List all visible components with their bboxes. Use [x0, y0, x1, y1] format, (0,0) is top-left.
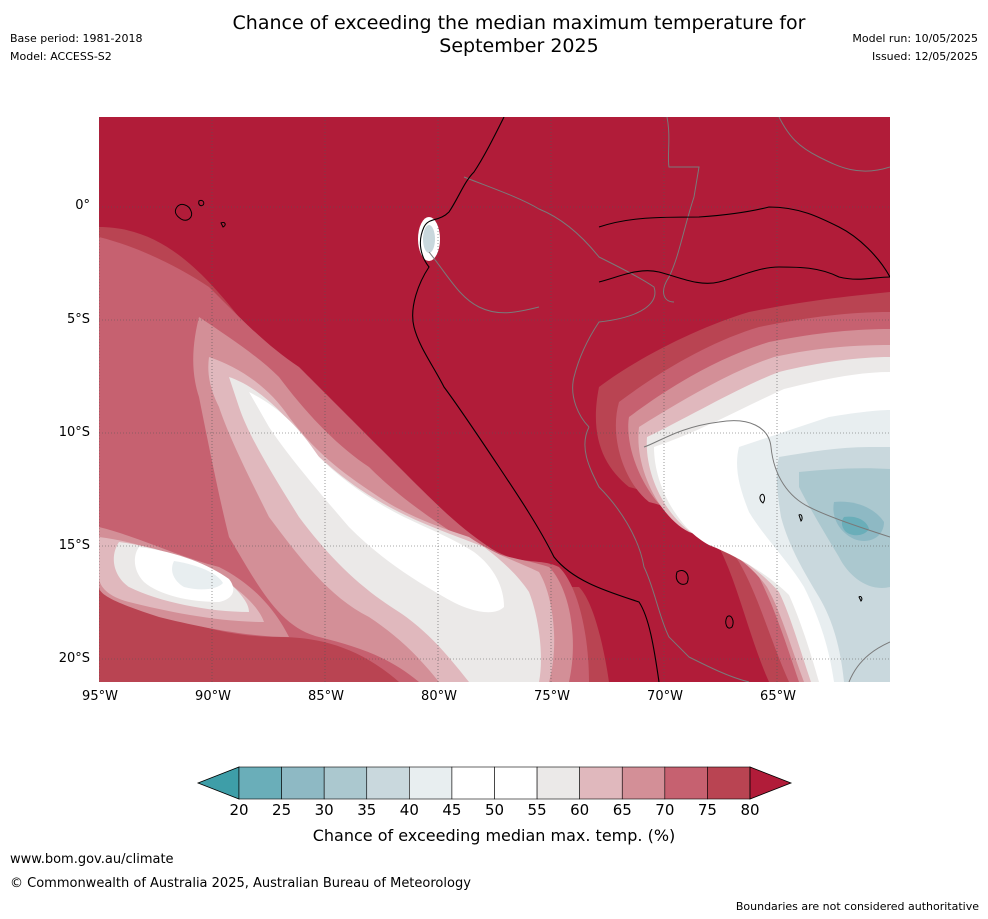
footer-copyright: © Commonwealth of Australia 2025, Austra…: [10, 876, 471, 891]
lat-label-0: 0°: [75, 198, 90, 213]
base-period-text: Base period: 1981-2018: [10, 32, 143, 45]
title-line-1: Chance of exceeding the median maximum t…: [232, 12, 806, 34]
colorbar-cell: [323, 766, 368, 800]
lon-label-95w: 95°W: [82, 689, 118, 704]
country-borders: [428, 117, 890, 682]
colorbar-tick-label: 60: [570, 801, 590, 819]
colorbar-label: Chance of exceeding median max. temp. (%…: [312, 826, 676, 845]
title-line-2: September 2025: [439, 35, 599, 57]
map-title: Chance of exceeding the median maximum t…: [160, 12, 878, 58]
colorbar-tick-label: 35: [357, 801, 377, 819]
colorbar-cell: [409, 766, 453, 800]
lon-label-80w: 80°W: [421, 689, 457, 704]
coastal-spot-ecuador-inner: [423, 225, 435, 253]
header-meta-right: Model run: 10/05/2025 Issued: 12/05/2025: [852, 30, 978, 66]
lat-label-5s: 5°S: [66, 312, 90, 327]
colorbar-tick-label: 55: [527, 801, 547, 819]
header-meta-left: Base period: 1981-2018 Model: ACCESS-S2: [10, 30, 142, 66]
footer-disclaimer: Boundaries are not considered authoritat…: [735, 900, 979, 913]
colorbar-cells: [238, 766, 751, 800]
colorbar-cell: [621, 766, 666, 800]
colorbar-tick-label: 70: [655, 801, 675, 819]
model-text: Model: ACCESS-S2: [10, 50, 112, 63]
lat-label-10s: 10°S: [58, 425, 90, 440]
colorbar-tick-label: 80: [740, 801, 760, 819]
colorbar-high-arrow: [749, 766, 793, 800]
model-run-text: Model run: 10/05/2025: [852, 32, 978, 45]
lon-label-70w: 70°W: [647, 689, 683, 704]
colorbar-tick-label: 75: [697, 801, 717, 819]
forecast-map: [99, 117, 890, 682]
colorbar-cell: [536, 766, 580, 800]
colorbar-cell: [664, 766, 708, 800]
colorbar-cell: [579, 766, 623, 800]
colorbar-tick-label: 50: [484, 801, 505, 819]
footer-url[interactable]: www.bom.gov.au/climate: [10, 852, 174, 867]
colorbar-cell: [238, 766, 282, 800]
lon-label-85w: 85°W: [308, 689, 344, 704]
gridlines: [99, 117, 890, 682]
issued-text: Issued: 12/05/2025: [871, 50, 978, 63]
colorbar-cell: [451, 766, 495, 800]
colorbar-cell: [281, 766, 325, 800]
colorbar-tick-label: 30: [314, 801, 334, 819]
islands-and-lakes: [174, 200, 863, 629]
colorbar: [196, 766, 793, 800]
contour-45-west: [172, 561, 223, 590]
colorbar-low-arrow: [196, 766, 240, 800]
lat-label-20s: 20°S: [58, 651, 90, 666]
lon-label-75w: 75°W: [534, 689, 570, 704]
colorbar-tick-label: 45: [442, 801, 462, 819]
contour-50-west: [134, 392, 504, 613]
lon-label-90w: 90°W: [195, 689, 231, 704]
lon-label-65w: 65°W: [760, 689, 796, 704]
colorbar-tick-label: 65: [612, 801, 632, 819]
colorbar-tick-label: 20: [229, 801, 249, 819]
colorbar-cell: [494, 766, 538, 800]
colorbar-cell: [366, 766, 410, 800]
map-canvas: [99, 117, 890, 682]
coastline: [412, 117, 890, 682]
colorbar-tick-label: 40: [399, 801, 419, 819]
contour-55-west: [113, 377, 541, 682]
colorbar-cell: [707, 766, 751, 800]
colorbar-tick-label: 25: [272, 801, 292, 819]
lat-label-15s: 15°S: [58, 538, 90, 553]
